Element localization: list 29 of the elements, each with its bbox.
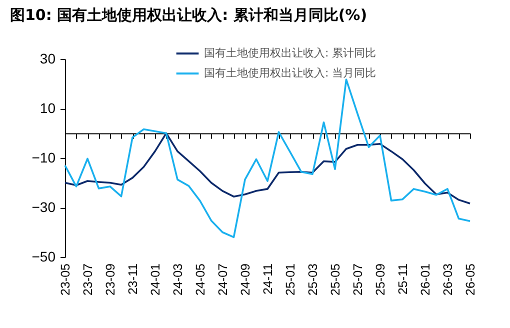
x-tick-label: 24-07 [216,263,230,296]
x-tick-label: 23-07 [81,263,95,296]
y-tick-label: 30 [40,50,56,66]
y-tick-label: −50 [32,248,56,264]
y-tick-label: 10 [40,100,56,116]
line-series [64,132,471,204]
legend-label: 国有土地使用权出让收入: 累计同比 [204,46,376,60]
x-tick-label: 25-03 [306,263,320,296]
line-series [64,78,471,238]
x-tick-label: 23-05 [58,263,72,296]
x-tick-label: 23-09 [104,263,118,296]
x-tick-label: 24-11 [261,263,275,295]
x-tick-label: 24-01 [148,263,162,296]
y-tick-label: −10 [32,150,56,166]
chart-title: 图10: 国有土地使用权出让收入: 累计和当月同比(%) [10,6,368,24]
x-tick-label: 26-03 [441,263,455,296]
x-tick-label: 24-03 [171,263,185,296]
x-tick-label: 25-05 [328,263,342,296]
x-tick-label: 24-05 [194,263,208,296]
x-tick-label: 24-09 [238,263,252,296]
legend-label: 国有土地使用权出让收入: 当月同比 [204,66,376,80]
x-tick-label: 25-09 [374,263,388,296]
x-tick-label: 23-11 [126,263,140,295]
y-tick-label: −30 [32,199,56,215]
x-tick-label: 25-07 [351,263,365,296]
x-tick-label: 26-05 [464,263,478,296]
x-tick-label: 25-01 [284,263,298,296]
x-tick-label: 25-11 [396,263,410,295]
x-tick-label: 26-01 [418,263,432,296]
